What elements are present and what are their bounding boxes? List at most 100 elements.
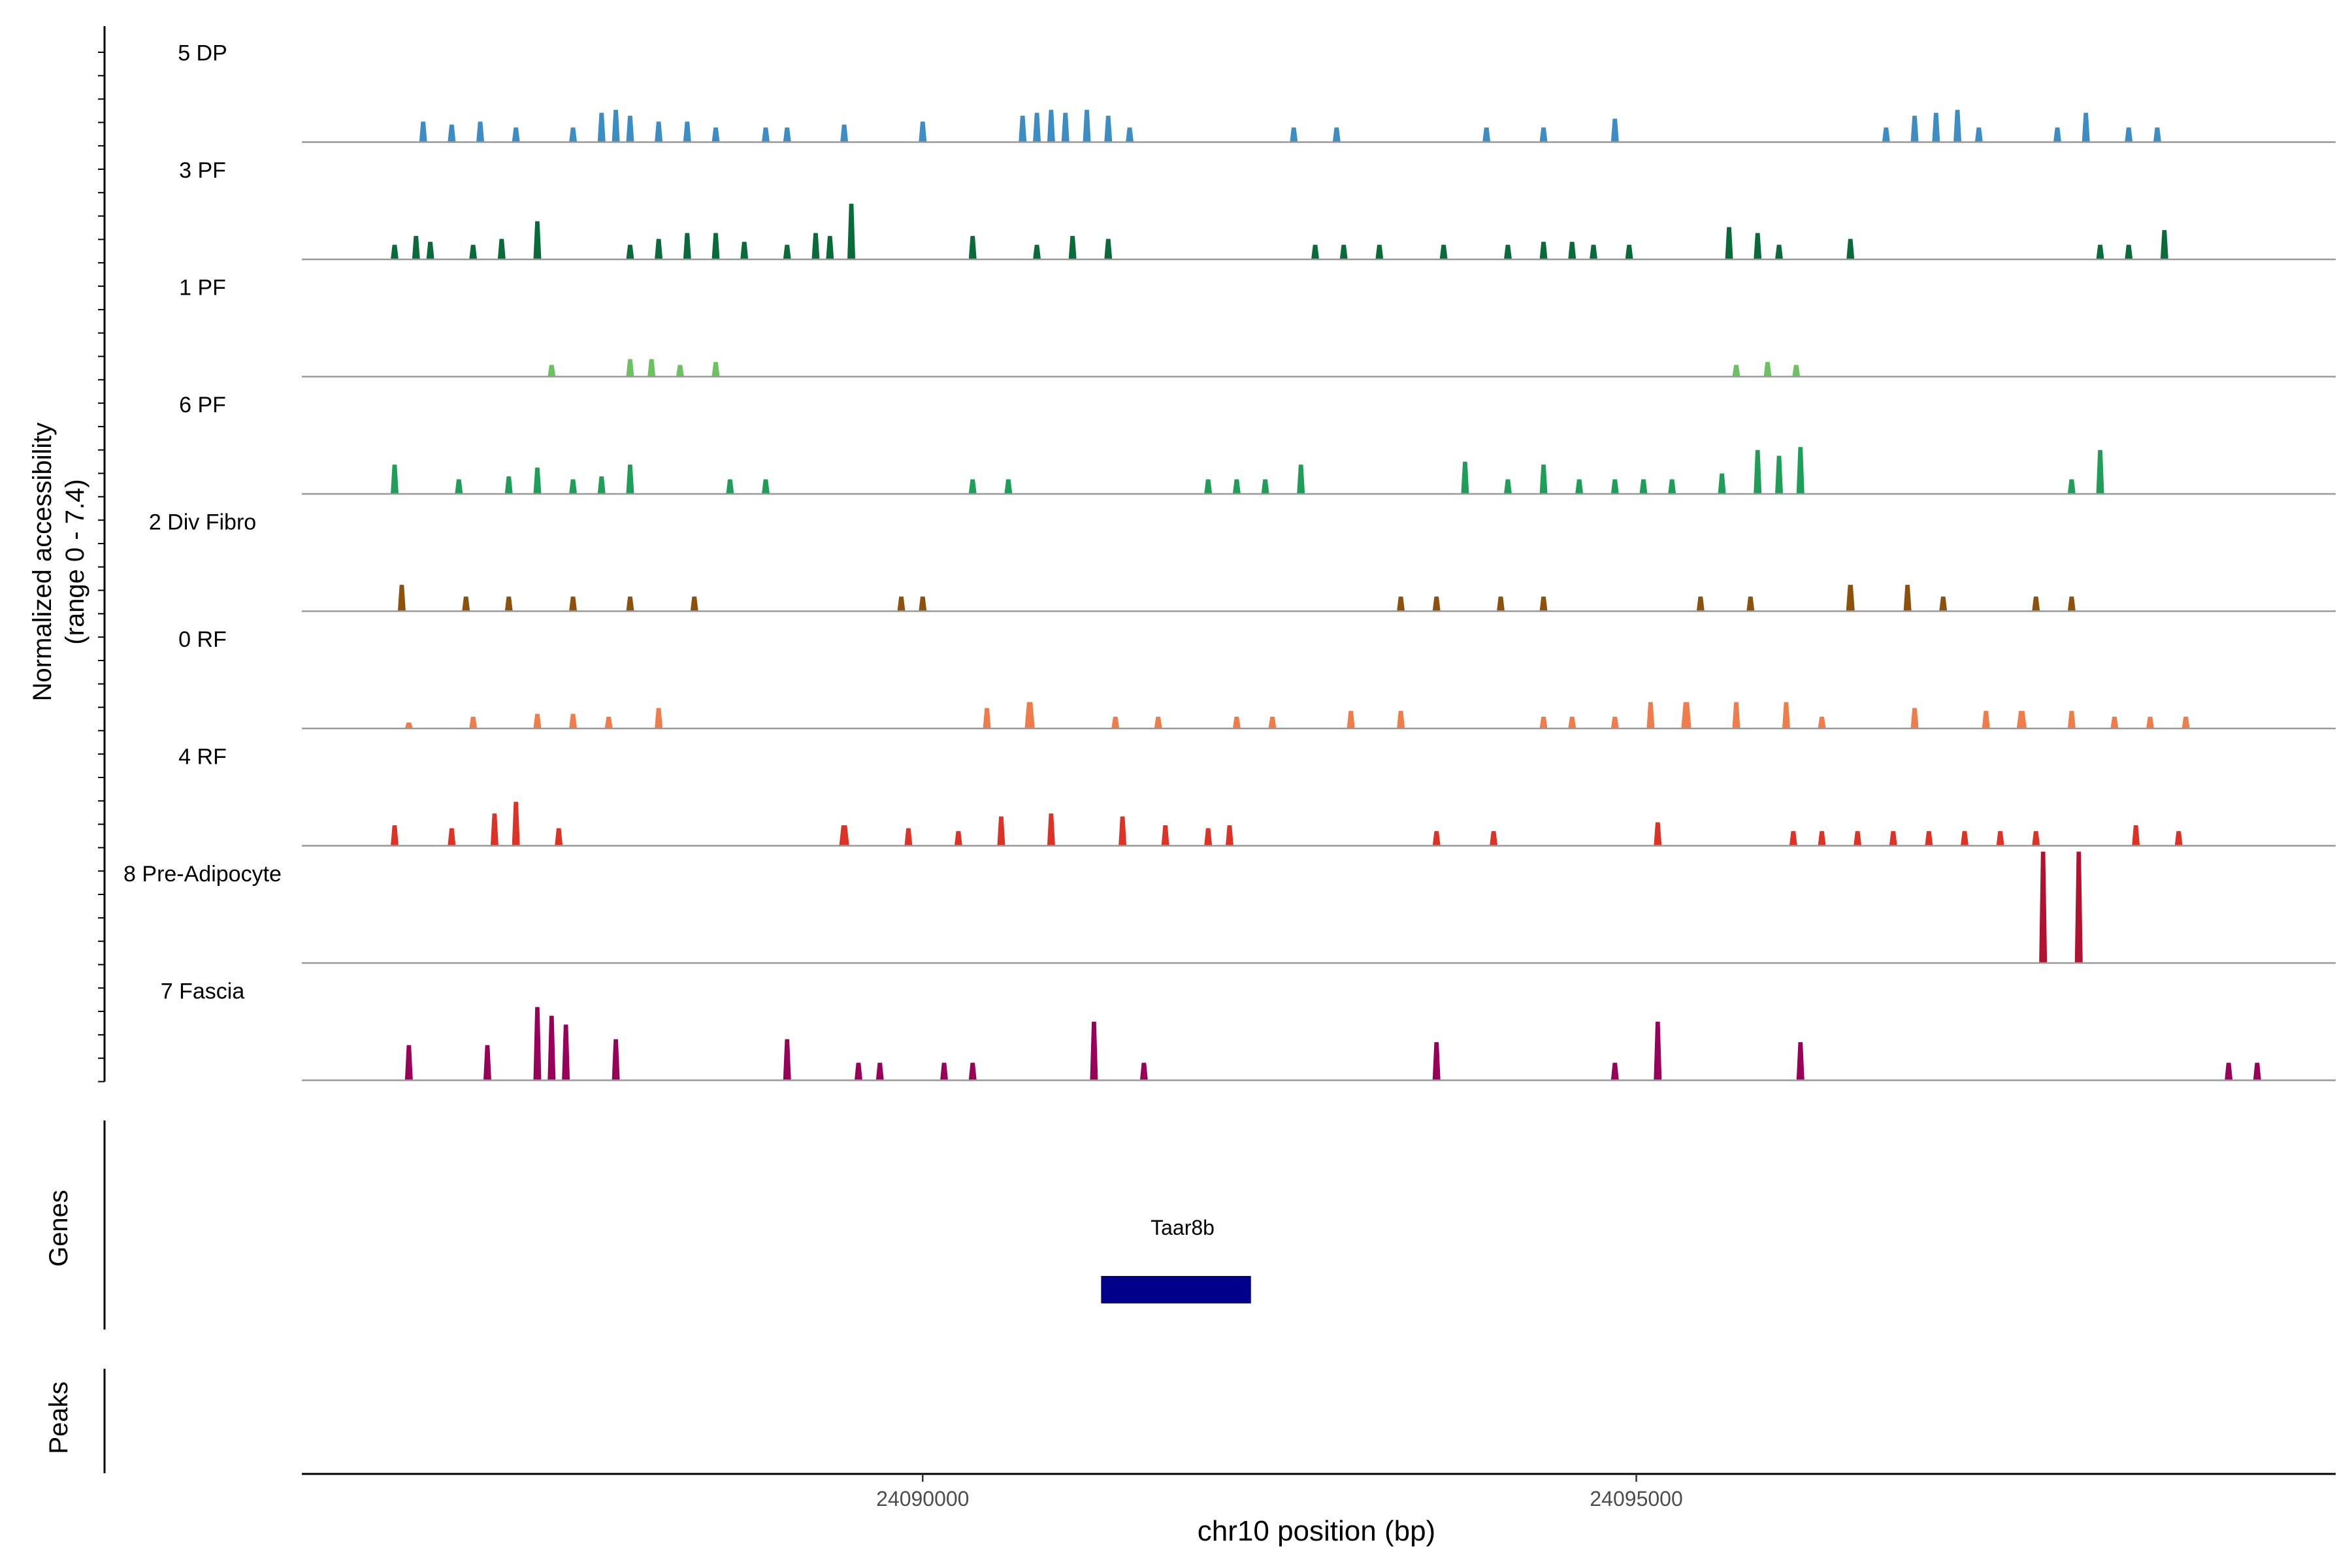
- coverage-peak: [1204, 828, 1213, 846]
- track-label: 5 DP: [178, 41, 227, 66]
- coverage-peak: [1497, 596, 1505, 612]
- coverage-peak: [504, 596, 513, 612]
- track-label: 3 PF: [179, 158, 226, 183]
- coverage-peak: [1646, 702, 1655, 728]
- coverage-peak: [1654, 1021, 1662, 1081]
- coverage-peak: [854, 1062, 862, 1081]
- coverage-peak: [1953, 110, 1962, 142]
- coverage-peak: [1746, 596, 1755, 612]
- coverage-peak: [655, 238, 663, 259]
- coverage-peak: [1775, 455, 1784, 494]
- coverage-peak: [2067, 711, 2076, 728]
- coverage-peak: [1225, 825, 1233, 846]
- coverage-peak: [761, 479, 770, 494]
- track-0-rf: 0 RF: [178, 627, 2336, 730]
- coverage-peak: [1161, 825, 1169, 846]
- coverage-peak: [1732, 702, 1740, 728]
- coverage-peak: [1104, 116, 1113, 142]
- coverage-peak: [711, 233, 720, 259]
- coverage-peak: [1033, 244, 1041, 259]
- track-4-rf: 4 RF: [178, 745, 2336, 847]
- coverage-peak: [1932, 112, 1940, 142]
- coverage-peak: [504, 476, 513, 494]
- coverage-peak: [1539, 127, 1548, 142]
- coverage-peak: [597, 476, 606, 494]
- coverage-peak: [1910, 708, 1919, 728]
- y-axis-title-line1: Normalized accessibility: [28, 423, 57, 702]
- coverage-peak: [897, 596, 906, 612]
- coverage-peak: [1339, 244, 1348, 259]
- coverage-peak: [483, 1045, 491, 1081]
- coverage-peak: [811, 233, 820, 259]
- coverage-peak: [655, 122, 663, 142]
- gene-body-taar8b: [1101, 1276, 1251, 1303]
- coverage-peak: [476, 122, 485, 142]
- y-axis-title-line2: (range 0 - 7.4): [61, 479, 90, 644]
- coverage-peak: [1590, 244, 1598, 259]
- coverage-peak: [783, 244, 791, 259]
- coverage-peak: [997, 816, 1005, 846]
- coverage-peak: [469, 244, 478, 259]
- coverage-peak: [1639, 479, 1648, 494]
- coverage-peak: [533, 713, 542, 728]
- coverage-peak: [597, 112, 606, 142]
- coverage-peak: [412, 236, 420, 259]
- track-5-dp: 5 DP: [178, 41, 2336, 143]
- coverage-peak: [390, 825, 399, 846]
- coverage-peak: [1846, 238, 1855, 259]
- coverage-peak: [1104, 238, 1113, 259]
- coverage-peak: [1696, 596, 1705, 612]
- coverage-peak: [919, 596, 927, 612]
- genes-panel: Taar8b: [103, 1120, 1251, 1330]
- genes-panel-label: Genes: [44, 1190, 73, 1267]
- coverage-peak: [1232, 479, 1241, 494]
- coverage-peak: [626, 596, 634, 612]
- coverage-peak: [968, 479, 977, 494]
- peaks-panel-label: Peaks: [44, 1381, 73, 1454]
- coverage-peak: [2082, 112, 2090, 142]
- x-tick-label: 24090000: [876, 1487, 969, 1511]
- coverage-peak: [2032, 596, 2040, 612]
- gene-label: Taar8b: [1151, 1216, 1215, 1239]
- track-8-pre-adipocyte: 8 Pre-Adipocyte: [123, 851, 2336, 964]
- coverage-peak: [1482, 127, 1491, 142]
- coverage-peak: [1568, 717, 1576, 728]
- coverage-peak: [569, 713, 578, 728]
- coverage-peak: [1996, 831, 2004, 846]
- coverage-peak: [448, 828, 456, 846]
- coverage-peak: [1818, 831, 1826, 846]
- coverage-peak: [1718, 473, 1726, 494]
- track-2-div-fibro: 2 Div Fibro: [149, 510, 2336, 612]
- coverage-peak: [404, 1045, 413, 1081]
- track-label: 4 RF: [178, 745, 227, 770]
- coverage-peak: [2153, 127, 2161, 142]
- coverage-peak: [1982, 711, 1990, 728]
- coverage-peak: [1792, 365, 1801, 377]
- coverage-peak: [1268, 717, 1277, 728]
- coverage-peak: [1539, 242, 1548, 259]
- coverage-peak: [1754, 233, 1762, 259]
- track-label: 2 Div Fibro: [149, 510, 256, 535]
- coverage-peak: [2067, 479, 2076, 494]
- coverage-peak: [847, 203, 856, 259]
- x-axis: 24090000 24095000: [302, 1473, 2336, 1511]
- coverage-peak: [1432, 831, 1441, 846]
- coverage-peak: [448, 124, 456, 142]
- coverage-peak: [533, 221, 542, 259]
- coverage-peak: [1681, 702, 1691, 728]
- coverage-peak: [676, 365, 684, 377]
- coverage-peak: [711, 127, 720, 142]
- coverage-peak: [1461, 461, 1469, 494]
- coverage-peak: [1854, 831, 1862, 846]
- coverage-peak: [1782, 702, 1790, 728]
- track-7-fascia: 7 Fascia: [161, 979, 2336, 1081]
- coverage-peak: [1332, 127, 1341, 142]
- coverage-peak: [840, 124, 849, 142]
- coverage-tracks: 5 DP 3 PF 1 PF 6 PF 2 Div Fibro 0 RF 4 RF 8 Pre…: [123, 41, 2336, 1081]
- coverage-peak: [783, 127, 791, 142]
- coverage-peak: [497, 238, 506, 259]
- coverage-peak: [2132, 825, 2140, 846]
- track-6-pf: 6 PF: [179, 393, 2336, 495]
- track-label: 7 Fascia: [161, 979, 245, 1004]
